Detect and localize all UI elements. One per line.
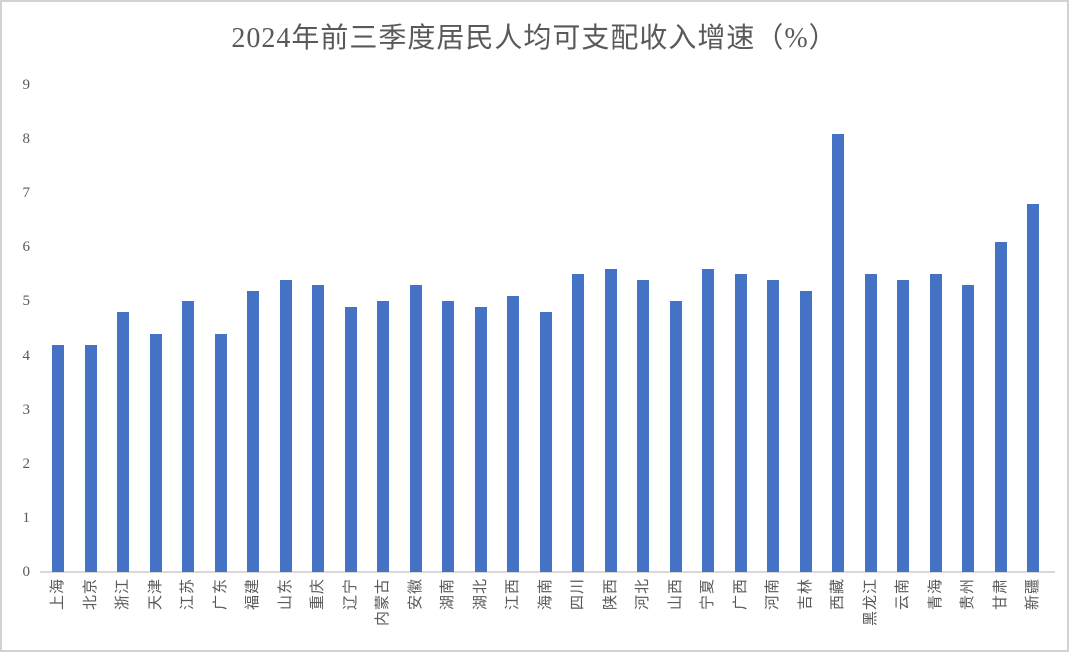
x-tick-label: 内蒙古 — [375, 578, 392, 627]
chart-title: 2024年前三季度居民人均可支配收入增速（%） — [231, 23, 838, 54]
y-tick-label: 5 — [22, 293, 31, 310]
x-tick-label: 宁夏 — [700, 578, 717, 611]
bar — [734, 274, 747, 572]
bar — [669, 301, 682, 572]
bar — [344, 306, 357, 572]
x-tick-label: 河南 — [765, 578, 782, 611]
bar — [117, 312, 130, 572]
bar — [52, 344, 65, 572]
bar — [604, 268, 617, 572]
x-tick-label: 黑龙江 — [862, 578, 879, 627]
bar — [474, 306, 487, 572]
x-tick-label: 甘肃 — [992, 578, 1009, 611]
x-tick-label: 湖北 — [472, 578, 489, 611]
x-tick-label: 天津 — [147, 578, 164, 611]
x-tick-label: 福建 — [245, 578, 262, 611]
x-tick-label: 北京 — [82, 578, 99, 611]
bar — [247, 290, 260, 572]
y-tick-label: 6 — [22, 239, 31, 256]
bar — [442, 301, 455, 572]
y-tick-label: 0 — [22, 564, 31, 580]
x-tick-label: 江苏 — [180, 578, 197, 611]
bar — [539, 312, 552, 572]
x-tick-label: 江西 — [505, 578, 522, 611]
bar — [409, 285, 422, 572]
x-axis-line — [40, 571, 1055, 573]
x-tick-label: 重庆 — [310, 578, 327, 611]
x-tick-label: 山东 — [277, 578, 294, 611]
bar — [637, 279, 650, 572]
x-tick-label: 新疆 — [1025, 578, 1042, 611]
x-tick-label: 云南 — [895, 578, 912, 611]
y-tick-label: 8 — [22, 131, 31, 148]
x-tick-label: 山西 — [667, 578, 684, 611]
x-tick-label: 河北 — [635, 578, 652, 611]
bar — [377, 301, 390, 572]
bar — [182, 301, 195, 572]
bar — [994, 241, 1007, 572]
x-tick-label: 上海 — [50, 578, 67, 611]
bar — [832, 133, 845, 572]
bar — [1027, 204, 1040, 572]
bar — [962, 285, 975, 572]
x-tick-label: 海南 — [537, 578, 554, 611]
x-tick-label: 西藏 — [830, 578, 847, 611]
bar — [312, 285, 325, 572]
bar — [572, 274, 585, 572]
x-tick-label: 浙江 — [115, 578, 132, 611]
bar — [279, 279, 292, 572]
y-tick-label: 1 — [22, 509, 31, 526]
y-tick-label: 4 — [22, 347, 31, 364]
x-tick-label: 辽宁 — [342, 578, 359, 611]
x-tick-label: 陕西 — [602, 578, 619, 611]
y-tick-label: 2 — [22, 455, 31, 472]
x-tick-label: 安徽 — [407, 578, 424, 611]
x-tick-label: 贵州 — [960, 578, 977, 611]
bar — [702, 268, 715, 572]
y-tick-label: 3 — [22, 401, 31, 418]
x-tick-label: 四川 — [570, 578, 587, 611]
bar — [507, 296, 520, 572]
x-tick-label: 广西 — [732, 578, 749, 611]
bar — [84, 344, 97, 572]
x-tick-label: 吉林 — [797, 578, 814, 611]
bar — [897, 279, 910, 572]
bar — [864, 274, 877, 572]
bar — [799, 290, 812, 572]
y-tick-label: 7 — [22, 185, 31, 202]
y-tick-label: 9 — [22, 77, 31, 93]
bar — [149, 333, 162, 572]
x-tick-label: 广东 — [212, 578, 229, 611]
x-tick-label: 湖南 — [440, 578, 457, 611]
x-tick-label: 青海 — [927, 578, 944, 611]
bar — [767, 279, 780, 572]
bar — [214, 333, 227, 572]
bar — [929, 274, 942, 572]
